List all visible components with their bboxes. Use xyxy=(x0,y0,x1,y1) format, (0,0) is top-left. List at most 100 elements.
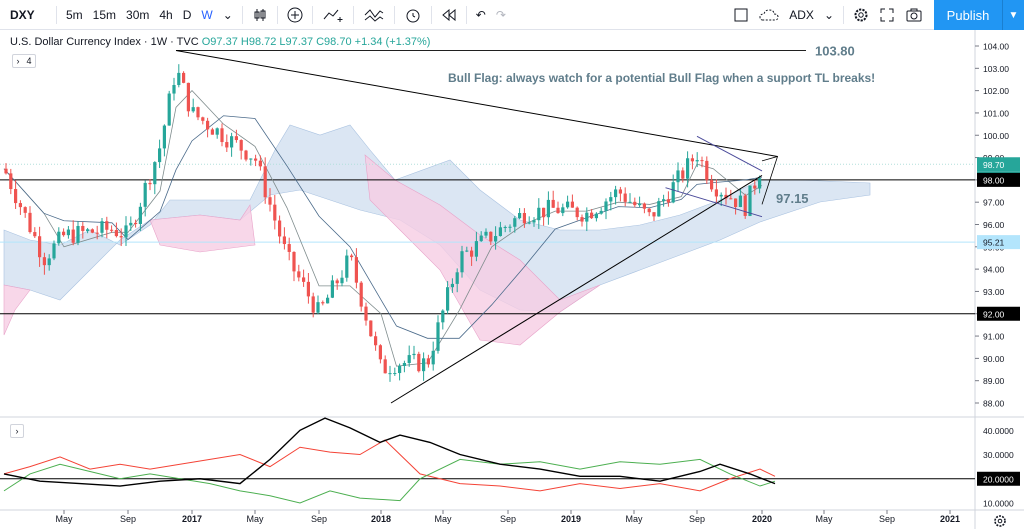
interval-30m[interactable]: 30m xyxy=(126,7,150,22)
candle-body xyxy=(489,231,493,242)
add-indicator-icon[interactable] xyxy=(282,0,308,30)
level-95-badge-bg xyxy=(977,235,1020,250)
price-tick-label: 97.00 xyxy=(983,198,1005,208)
interval-d[interactable]: D xyxy=(182,7,192,22)
candle-body xyxy=(460,251,464,273)
publish-chevron-down-icon[interactable]: ▼ xyxy=(1002,0,1024,30)
camera-icon[interactable] xyxy=(900,0,928,30)
candle-body xyxy=(95,232,99,234)
candle-body xyxy=(470,250,474,257)
ichimoku-cloud xyxy=(3,124,871,346)
symbol-search[interactable]: DXY xyxy=(10,7,35,22)
candle-body xyxy=(681,170,685,179)
replay-icon[interactable] xyxy=(436,0,462,30)
resistance-trendline xyxy=(175,49,778,157)
candle-body xyxy=(110,229,114,231)
price-tick-label: 103.00 xyxy=(983,64,1009,74)
candle-body xyxy=(292,251,296,272)
candle-body xyxy=(158,148,162,163)
candle-body xyxy=(494,236,498,242)
candle-body xyxy=(422,358,426,372)
candle-body xyxy=(537,207,541,221)
candle-body xyxy=(609,197,613,202)
candle-body xyxy=(52,243,56,259)
time-tick-label: 2020 xyxy=(752,514,772,524)
candle-body xyxy=(388,373,392,375)
candle-body xyxy=(532,220,536,223)
candle-body xyxy=(119,236,123,238)
candle-body xyxy=(138,206,142,225)
candle-body xyxy=(671,182,675,203)
interval-w[interactable]: W xyxy=(201,7,213,22)
candle-body xyxy=(42,257,46,266)
candle-body xyxy=(446,287,450,311)
publish-button[interactable]: Publish xyxy=(934,0,1024,30)
candle-body xyxy=(282,236,286,245)
time-tick-label: May xyxy=(625,514,643,524)
price-tick-label: 88.00 xyxy=(983,399,1005,409)
candle-body xyxy=(354,257,358,283)
interval-5m[interactable]: 5m xyxy=(66,7,83,22)
candle-body xyxy=(714,189,718,197)
candle-body xyxy=(441,310,445,323)
candle-body xyxy=(167,93,171,126)
candle-body xyxy=(162,125,166,149)
interval-15m[interactable]: 15m xyxy=(92,7,117,22)
level-92-badge-bg xyxy=(977,306,1020,321)
time-tick-label: 2018 xyxy=(371,514,391,524)
interval-chevron-down-icon[interactable]: ⌄ xyxy=(222,7,233,22)
candle-body xyxy=(508,226,512,228)
interval-4h[interactable]: 4h xyxy=(159,7,173,22)
candle-body xyxy=(220,128,224,143)
candle-body xyxy=(705,160,709,181)
candle-body xyxy=(47,258,51,266)
candle-body xyxy=(18,203,22,208)
indicators-toggle[interactable]: › 4 xyxy=(12,54,36,68)
candle-body xyxy=(724,194,728,199)
candle-body xyxy=(700,160,704,162)
candle-body xyxy=(638,203,642,206)
candle-body xyxy=(225,142,229,148)
indicator-count: 4 xyxy=(26,56,32,66)
candle-body xyxy=(690,158,694,162)
price-tick-label: 96.00 xyxy=(983,220,1005,230)
candle-body xyxy=(513,218,517,227)
gear-hub xyxy=(997,518,1003,524)
redo-icon[interactable]: ↷ xyxy=(495,7,506,22)
layout-chevron-down-icon[interactable]: ⌄ xyxy=(823,7,834,22)
candle-body xyxy=(527,222,531,224)
price-tick-label: 94.00 xyxy=(983,265,1005,275)
adx-pane-toggle[interactable]: › xyxy=(10,424,24,438)
candle-body xyxy=(647,208,651,213)
candle-body xyxy=(633,201,637,206)
alert-icon[interactable] xyxy=(399,0,427,30)
candle-body xyxy=(503,227,507,229)
candle-body xyxy=(302,277,306,282)
candle-body xyxy=(177,72,181,86)
time-tick-label: May xyxy=(246,514,264,524)
candle-body xyxy=(129,222,133,226)
candle-body xyxy=(38,236,42,258)
chart-canvas[interactable]: 103.80 97.15 Bull Flag: always watch for a… xyxy=(0,30,1024,529)
gear-icon[interactable] xyxy=(848,0,874,30)
level-95-badge-text: 95.21 xyxy=(983,238,1005,248)
candle-body xyxy=(383,359,387,374)
cloud-icon[interactable] xyxy=(754,0,784,30)
candle-body xyxy=(263,166,267,198)
layout-name[interactable]: ADX xyxy=(789,7,814,22)
candle-body xyxy=(398,365,402,374)
candle-body xyxy=(729,198,733,200)
candles-icon[interactable] xyxy=(247,0,273,30)
compare-icon[interactable] xyxy=(317,0,349,30)
price-tick-label: 89.00 xyxy=(983,376,1005,386)
candle-body xyxy=(86,229,90,231)
candle-body xyxy=(254,158,258,161)
candle-body xyxy=(148,182,152,185)
indicators-icon[interactable] xyxy=(358,0,390,30)
undo-icon[interactable]: ↶ xyxy=(475,7,486,22)
adx-tick-label: 10.0000 xyxy=(983,499,1014,509)
chart-settings-gear-icon xyxy=(994,515,1006,527)
expand-icon[interactable] xyxy=(874,0,900,30)
fullscreen-square-icon[interactable] xyxy=(728,0,754,30)
candle-body xyxy=(710,180,714,190)
